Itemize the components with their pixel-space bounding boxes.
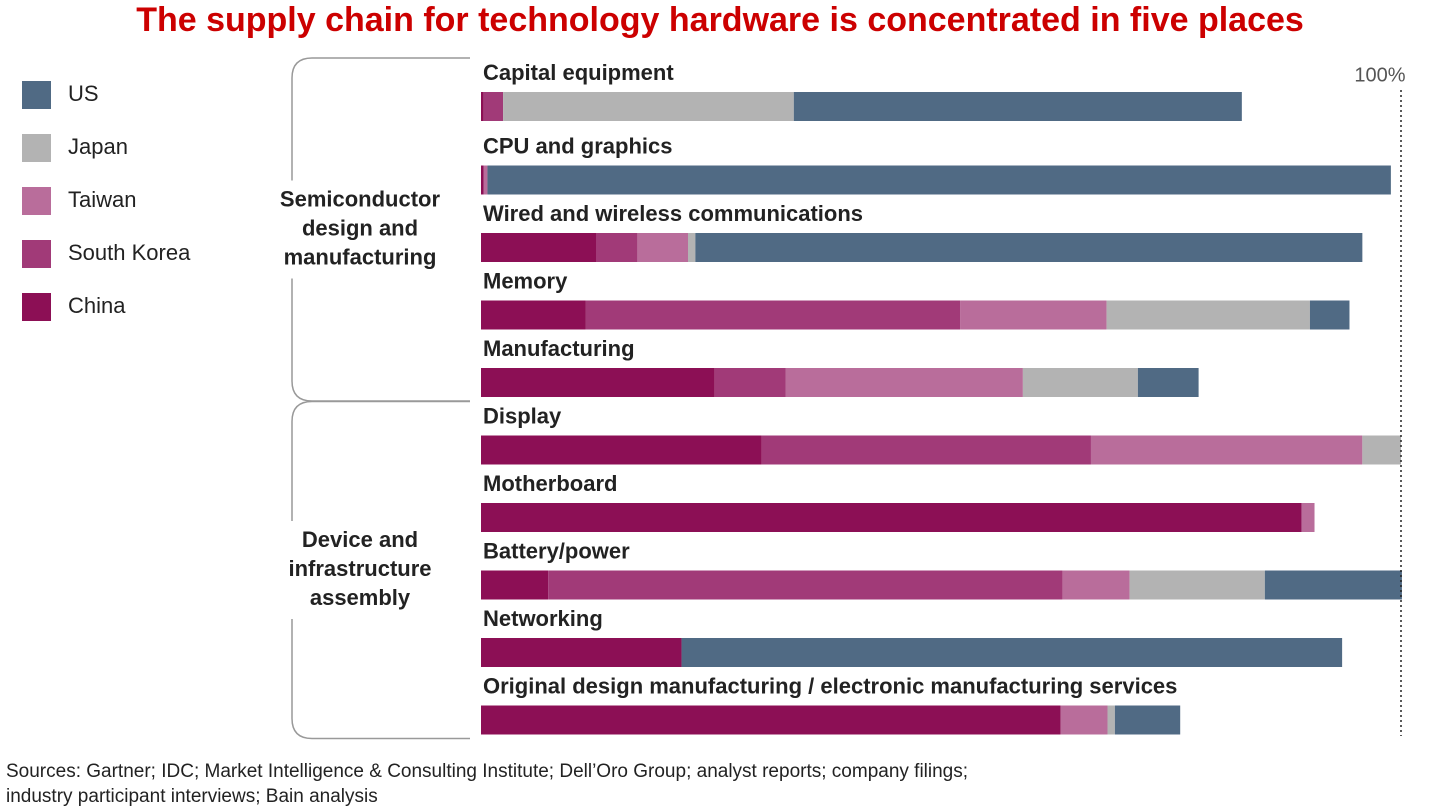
bar-segment — [1114, 705, 1181, 735]
bar-segment — [1022, 368, 1138, 397]
bar-segment — [695, 233, 1363, 262]
bar-segment — [1137, 368, 1199, 397]
category-label: Display — [483, 403, 562, 428]
legend-label: South Korea — [68, 240, 191, 265]
category-label: Motherboard — [483, 471, 617, 496]
group-label: assembly — [310, 585, 411, 610]
category-label: CPU and graphics — [483, 133, 672, 158]
bar-segment — [481, 165, 484, 195]
bar-segment — [1106, 300, 1310, 330]
chart-title: The supply chain for technology hardware… — [136, 1, 1304, 39]
bar-segment — [481, 435, 762, 465]
bar-segment — [481, 368, 715, 397]
legend-swatch — [22, 240, 51, 268]
bar-segment — [481, 233, 596, 262]
bar-segment — [960, 300, 1107, 330]
bar-segment — [785, 368, 1023, 397]
bar-segment — [1060, 705, 1108, 735]
category-label: Manufacturing — [483, 336, 635, 361]
bar-segment — [1107, 705, 1115, 735]
bar-segment — [585, 300, 961, 330]
category-label: Wired and wireless communications — [483, 201, 863, 226]
legend-swatch — [22, 134, 51, 162]
bar-segment — [596, 233, 638, 262]
bar-segment — [681, 638, 1343, 667]
bar-segment — [548, 570, 1063, 600]
legend-label: China — [68, 293, 126, 318]
bar-segment — [688, 233, 696, 262]
legend-swatch — [22, 293, 51, 321]
bar-segment — [481, 638, 682, 667]
bar-segment — [481, 503, 1302, 532]
bar-segment — [714, 368, 786, 397]
category-label: Capital equipment — [483, 60, 674, 85]
category-label: Original design manufacturing / electron… — [483, 673, 1177, 698]
group-label-bg — [268, 180, 458, 279]
bar-segment — [637, 233, 688, 262]
bar-segment — [761, 435, 1091, 465]
bar-segment — [503, 92, 794, 121]
bar-segment — [487, 165, 1391, 195]
bar-segment — [1129, 570, 1265, 600]
group-label: Device and — [302, 527, 418, 552]
source-note: Sources: Gartner; IDC; Market Intelligen… — [6, 761, 968, 782]
bar-segment — [483, 165, 488, 195]
bar-segment — [481, 570, 549, 600]
group-label: manufacturing — [284, 244, 437, 269]
bar-segment — [481, 300, 586, 330]
bar-segment — [1090, 435, 1363, 465]
legend-label: Taiwan — [68, 187, 136, 212]
legend-label: US — [68, 81, 99, 106]
legend-label: Japan — [68, 134, 128, 159]
group-label: infrastructure — [288, 556, 431, 581]
category-label: Memory — [483, 268, 568, 293]
bar-segment — [1264, 570, 1402, 600]
bar-segment — [481, 705, 1061, 735]
legend-swatch — [22, 187, 51, 215]
bar-segment — [793, 92, 1242, 121]
reference-label: 100% — [1354, 64, 1405, 86]
group-label: design and — [302, 215, 418, 240]
bar-segment — [1309, 300, 1350, 330]
bar-segment — [1301, 503, 1315, 532]
bar-segment — [1362, 435, 1401, 465]
category-label: Battery/power — [483, 538, 630, 563]
legend-swatch — [22, 81, 51, 109]
category-label: Networking — [483, 606, 603, 631]
bar-segment — [483, 92, 504, 121]
group-label: Semiconductor — [280, 186, 441, 211]
source-note: industry participant interviews; Bain an… — [6, 786, 378, 807]
group-label-bg — [268, 521, 458, 619]
bar-segment — [1062, 570, 1130, 600]
bar-segment — [481, 92, 484, 121]
